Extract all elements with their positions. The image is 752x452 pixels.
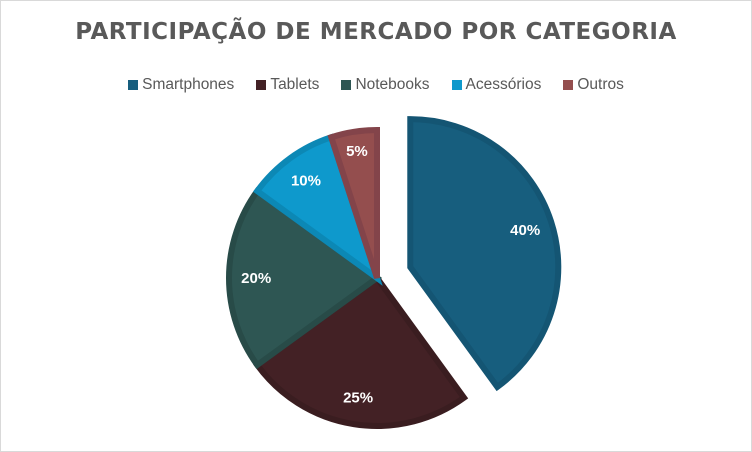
legend-label: Outros [577, 76, 624, 93]
slice-acessórios [253, 133, 383, 286]
data-label-notebooks: 20% [241, 270, 271, 287]
data-label-smartphones: 40% [510, 222, 540, 239]
legend-label: Acessórios [465, 76, 542, 93]
legend-label: Tablets [270, 76, 320, 93]
legend-swatch [256, 80, 267, 90]
legend-swatch [341, 80, 352, 90]
chart-title: PARTICIPAÇÃO DE MERCADO POR CATEGORIA [75, 19, 677, 45]
legend-item-smartphones: Smartphones [128, 76, 234, 94]
legend-swatch [451, 80, 462, 90]
slice-tablets [253, 273, 469, 429]
legend-item-acessórios: Acessórios [451, 76, 542, 94]
slice-notebooks [226, 186, 383, 370]
data-label-acessórios: 10% [291, 172, 321, 189]
legend: Smartphones Tablets Notebooks Acessórios Out… [1, 76, 751, 94]
legend-swatch [128, 80, 139, 90]
slice-outros [327, 126, 380, 279]
legend-swatch [563, 80, 574, 90]
legend-item-notebooks: Notebooks [341, 76, 430, 94]
data-label-tablets: 25% [343, 389, 373, 406]
slice-smartphones [407, 116, 562, 392]
legend-label: Notebooks [355, 76, 430, 93]
legend-item-tablets: Tablets [256, 76, 319, 94]
data-label-outros: 5% [346, 143, 368, 160]
legend-item-outros: Outros [563, 76, 624, 94]
legend-label: Smartphones [142, 76, 235, 93]
